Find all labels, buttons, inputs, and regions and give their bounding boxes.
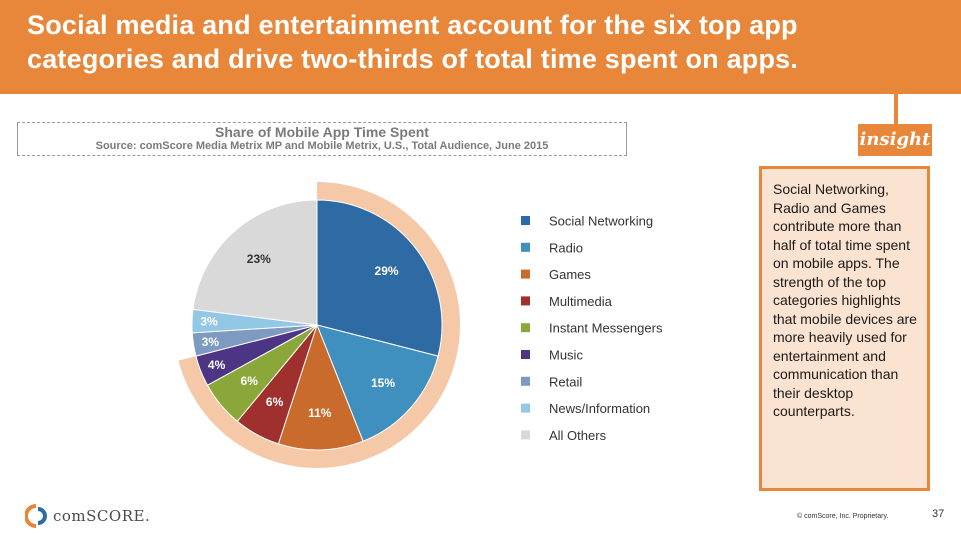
logo-text: comSCORE. xyxy=(53,507,151,525)
legend-label: Music xyxy=(549,348,583,363)
legend-swatch xyxy=(521,242,530,252)
legend-label: Multimedia xyxy=(549,294,613,309)
pie-slice xyxy=(316,324,439,442)
legend-swatch xyxy=(521,216,530,225)
legend-swatch xyxy=(521,403,530,413)
slice-label: 3% xyxy=(200,315,218,329)
legend-label: Games xyxy=(549,267,591,282)
slide-title: Social media and entertainment account f… xyxy=(27,10,799,74)
legend-label: Radio xyxy=(549,240,583,255)
legend-label: Social Networking xyxy=(549,214,653,229)
slice-label: 3% xyxy=(202,335,220,349)
legend-swatch xyxy=(521,376,530,386)
legend-label: Instant Messengers xyxy=(549,321,663,336)
insight-text: Social Networking, Radio and Games contr… xyxy=(773,181,917,419)
slice-label: 6% xyxy=(241,374,259,388)
legend-swatch xyxy=(521,269,530,279)
slice-label: 23% xyxy=(247,252,271,266)
pie-slice xyxy=(277,323,364,451)
page-number: 37 xyxy=(932,508,945,520)
legend-swatch xyxy=(521,350,530,359)
insight-tag: insight xyxy=(858,124,932,156)
title-banner: Social media and entertainment account f… xyxy=(0,0,961,94)
comscore-logo-icon xyxy=(25,504,47,528)
legend-label: All Others xyxy=(549,428,607,443)
insight-box: Social Networking, Radio and Games contr… xyxy=(759,166,930,491)
pie-chart: 29% 15% 11% 6% 6% 4% 3% 3% 23% Social Networking R… xyxy=(178,182,663,468)
pie-slice xyxy=(192,199,318,326)
chart-title: Share of Mobile App Time Spent xyxy=(215,124,429,140)
chart-source: Source: comScore Media Metrix MP and Mob… xyxy=(95,140,549,152)
slice-label: 15% xyxy=(371,376,395,390)
chart-header: Share of Mobile App Time Spent Source: c… xyxy=(17,122,627,156)
legend-label: Retail xyxy=(549,374,582,389)
legend-swatch xyxy=(521,323,530,333)
slice-label: 11% xyxy=(308,406,332,420)
slice-label: 6% xyxy=(266,395,284,409)
slice-label: 4% xyxy=(208,358,226,372)
legend-label: News/Information xyxy=(549,401,650,416)
pie-slice xyxy=(316,199,443,357)
insight-connector xyxy=(894,94,898,124)
legend-swatch xyxy=(521,296,530,306)
slice-label: 29% xyxy=(375,264,399,278)
copyright-text: © comScore, Inc. Proprietary. xyxy=(797,513,889,520)
legend-swatch xyxy=(521,430,530,440)
